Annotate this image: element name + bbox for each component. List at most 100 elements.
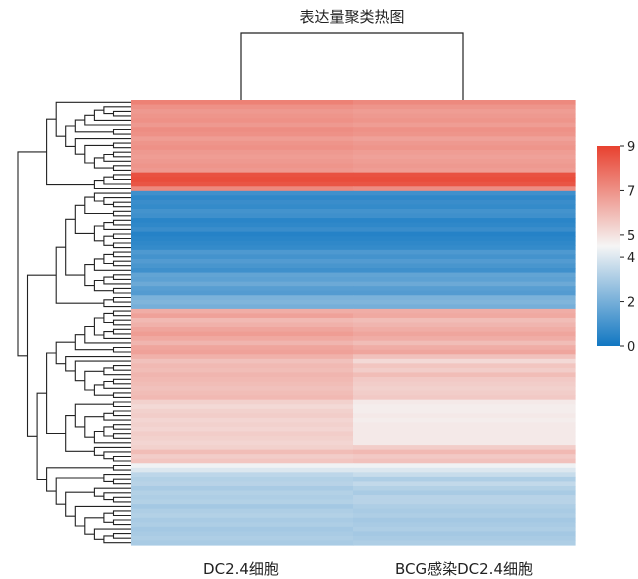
heatmap-cell: [131, 100, 354, 106]
heatmap-cell: [353, 258, 576, 265]
heatmap-cell: [131, 363, 354, 369]
heatmap-cell: [353, 186, 576, 192]
heatmap-cell: [353, 526, 576, 532]
heatmap-cell: [353, 149, 576, 156]
heatmap-cell: [353, 345, 576, 351]
heatmap-cell: [353, 181, 576, 187]
heatmap-cell: [353, 113, 576, 119]
dendrogram-branch: [46, 118, 95, 186]
heatmap-cell: [131, 331, 354, 337]
dendrogram-branch: [112, 346, 131, 353]
heatmap-cell: [353, 168, 576, 174]
heatmap-cell: [131, 127, 354, 133]
heatmap-cell: [131, 386, 354, 392]
dendrogram-branch: [112, 260, 131, 267]
heatmap-cell: [131, 345, 354, 351]
dendrogram-branch: [112, 287, 131, 294]
dendrogram-branch: [103, 197, 131, 205]
heatmap-cell: [353, 485, 576, 492]
dendrogram-branch: [103, 380, 131, 389]
heatmap-cell: [353, 467, 576, 473]
column-dendrogram: [240, 32, 464, 100]
heatmap-cell: [353, 508, 576, 514]
heatmap-cell: [353, 208, 576, 215]
heatmap-cell: [131, 122, 354, 128]
heatmap-cell: [131, 508, 354, 514]
heatmap-cell: [131, 436, 354, 442]
heatmap-cell: [131, 513, 354, 519]
dendrogram-branch: [103, 276, 131, 285]
heatmap-cell: [131, 118, 354, 124]
heatmap-cell: [353, 290, 576, 296]
heatmap-cell: [131, 322, 354, 328]
heatmap-cell: [131, 317, 354, 324]
heatmap-cell: [131, 186, 354, 192]
heatmap-cell: [353, 240, 576, 246]
heatmap-cell: [353, 277, 576, 283]
heatmap-cell: [353, 195, 576, 201]
dendrogram-branch: [103, 535, 131, 544]
heatmap-cell: [131, 463, 354, 469]
heatmap-cell: [131, 286, 354, 292]
dendrogram-branch: [103, 176, 131, 185]
dendrogram-branch: [112, 274, 131, 280]
heatmap-cell: [353, 322, 576, 328]
dendrogram-branch: [103, 474, 131, 482]
heatmap-cell: [353, 431, 576, 437]
heatmap-cell: [131, 258, 354, 265]
heatmap-cell: [131, 426, 354, 433]
dendrogram-branch: [93, 317, 104, 336]
heatmap-cell: [131, 299, 354, 305]
colorbar-tick-label: 0: [627, 340, 635, 355]
dendrogram-branch: [112, 233, 131, 240]
heatmap-cell: [353, 127, 576, 133]
heatmap-cell: [131, 445, 354, 451]
heatmap-cell: [131, 481, 354, 487]
heatmap-cell: [131, 495, 354, 501]
heatmap-cell: [131, 208, 354, 215]
heatmap-cell: [353, 454, 576, 460]
heatmap-cell: [131, 327, 354, 333]
heatmap-cell: [353, 154, 576, 160]
dendrogram-branch: [112, 455, 131, 462]
heatmap-cell: [131, 113, 354, 119]
dendrogram-branch: [112, 251, 131, 258]
heatmap-cell: [353, 395, 576, 401]
dendrogram-branch: [36, 392, 47, 481]
heatmap-cell: [353, 417, 576, 423]
colorbar-tick-label: 5: [627, 229, 635, 244]
heatmap-cell: [131, 213, 354, 219]
dendrogram-branch: [74, 505, 131, 527]
heatmap-cell: [131, 517, 354, 523]
heatmap-cell: [353, 449, 576, 455]
heatmap-cell: [131, 340, 354, 346]
dendrogram-branch: [65, 415, 95, 452]
dendrogram-branch: [103, 426, 114, 437]
dendrogram-branch: [103, 512, 114, 523]
heatmap-cell: [131, 408, 354, 414]
dendrogram-branch: [112, 142, 131, 149]
heatmap-cell: [353, 286, 576, 292]
heatmap-cell: [353, 327, 576, 333]
heatmap-cell: [353, 540, 576, 546]
heatmap-cell: [353, 100, 576, 106]
heatmap-cell: [353, 317, 576, 324]
dendrogram-branch: [103, 331, 131, 339]
heatmap-cell: [131, 431, 354, 437]
dendrogram-branch: [55, 101, 131, 137]
dendrogram-branch: [112, 401, 131, 408]
heatmap-cell: [131, 449, 354, 455]
dendrogram-branch: [112, 378, 131, 385]
dendrogram-branch: [112, 151, 131, 158]
heatmap-cell: [353, 118, 576, 124]
colorbar-tick-label: 7: [627, 184, 635, 199]
heatmap-cell: [131, 195, 354, 201]
heatmap-cell: [131, 476, 354, 483]
heatmap-cell: [353, 268, 576, 274]
column-label-1: BCG感染DC2.4细胞: [395, 560, 533, 578]
heatmap-cell: [353, 227, 576, 233]
heatmap-cell: [131, 177, 354, 183]
column-label-0: DC2.4细胞: [203, 560, 279, 578]
heatmap-cell: [353, 340, 576, 346]
